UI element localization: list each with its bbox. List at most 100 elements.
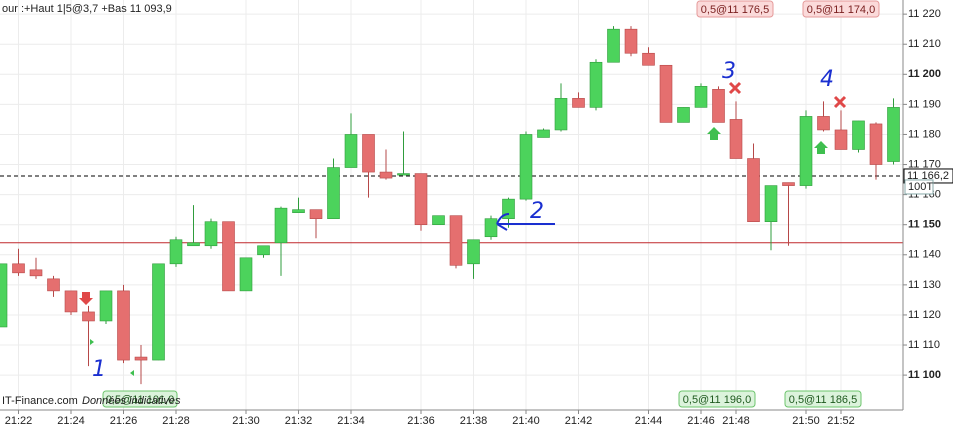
- x-tick-label: 21:46: [687, 415, 715, 427]
- candle-body: [239, 257, 253, 292]
- tag-box: [678, 390, 756, 408]
- x-tick-label: 21:30: [232, 415, 260, 427]
- y-tick-label: 11 150: [908, 219, 941, 231]
- candle-body: [782, 182, 795, 186]
- handwritten-note: 3: [722, 59, 736, 84]
- x-tick-label: 21:42: [565, 415, 593, 427]
- candle-body: [887, 107, 900, 162]
- candles: [0, 26, 900, 385]
- candle-body: [222, 221, 235, 292]
- order-tag: 0,5@11 176,5: [696, 0, 774, 18]
- x-tick-label: 21:28: [162, 415, 190, 427]
- x-tick-label: 21:32: [285, 415, 313, 427]
- tag-box: [802, 0, 880, 18]
- x-tick-label: 21:50: [792, 415, 820, 427]
- volume-label-box: [904, 179, 934, 195]
- header: our :+Haut 1|5@3,7 +Bas 11 093,9: [2, 3, 172, 15]
- candle-body: [99, 290, 113, 322]
- tag-box: [102, 390, 178, 408]
- volume-label: 100T: [908, 181, 933, 193]
- y-tick-label: 11 100: [908, 369, 941, 381]
- candle-body: [589, 61, 603, 108]
- tag-box: [784, 390, 862, 408]
- candle-body: [677, 107, 690, 123]
- grid: [0, 0, 903, 410]
- candle-body: [152, 263, 165, 361]
- tag-text: 0,5@11 174,0: [807, 4, 875, 16]
- x-tick-label: 21:34: [337, 415, 365, 427]
- candle-body: [747, 158, 760, 222]
- tag-text: 0,5@11 196,0: [683, 394, 751, 406]
- candle-body: [187, 242, 200, 247]
- candle-body: [484, 218, 498, 238]
- exit-cross: [833, 95, 847, 109]
- candle-body: [12, 263, 25, 274]
- candle-body: [467, 239, 480, 265]
- tag-box: [696, 0, 774, 18]
- order-tag: 0,5@11 186,5: [784, 390, 862, 408]
- order-tag: 0,5@11 174,0: [802, 0, 880, 18]
- candle-body: [712, 89, 725, 123]
- candle-body: [554, 98, 568, 131]
- candle-body: [362, 134, 375, 173]
- candle-body: [764, 185, 778, 222]
- candle-body: [432, 215, 445, 226]
- y-tick-label: 11 200: [908, 68, 941, 80]
- candle-body: [694, 86, 708, 108]
- candle-body: [852, 120, 865, 150]
- handwritten-note: 2: [530, 199, 544, 224]
- y-tick-label: 11 180: [908, 128, 941, 140]
- tag-text: 0,5@11 101,0: [106, 394, 174, 406]
- tag-text: 0,5@11 176,5: [701, 4, 769, 16]
- footer-note: Données indicatives: [82, 395, 181, 407]
- footer-source: IT-Finance.com: [2, 395, 78, 407]
- candle-body: [64, 290, 78, 313]
- candle-body: [29, 269, 43, 277]
- handwritten-note: 4: [820, 67, 834, 92]
- candle-body: [117, 290, 130, 361]
- candle-body: [729, 119, 743, 159]
- candle-body: [817, 116, 830, 131]
- candle-body: [204, 221, 218, 247]
- axis-labels: 11 100 11 110 11 120 11 130 11 140 11 150 11 1…: [5, 8, 953, 427]
- price-label: 11 166,2: [907, 170, 949, 182]
- candle-body: [519, 134, 533, 200]
- buy-arrow: [707, 127, 721, 140]
- candle-body: [327, 167, 340, 219]
- candle-body: [379, 171, 393, 179]
- candle-body: [257, 245, 270, 256]
- y-tick-label: 11 190: [908, 98, 941, 110]
- x-tick-label: 21:48: [722, 415, 750, 427]
- exit-cross: [728, 81, 742, 95]
- tag-text: 0,5@11 186,5: [789, 394, 857, 406]
- candle-body: [659, 64, 673, 123]
- y-tick-label: 11 170: [908, 158, 941, 170]
- sell-arrow: [79, 292, 93, 305]
- order-tag: 0,5@11 101,0: [102, 390, 178, 408]
- candle-body: [0, 263, 8, 328]
- handwritten-note: 1: [92, 357, 106, 382]
- x-tick-label: 21:26: [110, 415, 138, 427]
- candle-body: [292, 209, 305, 213]
- candle-body: [169, 239, 183, 265]
- candle-body: [82, 311, 95, 322]
- y-tick-label: 11 220: [908, 8, 941, 20]
- x-tick-label: 21:22: [5, 415, 33, 427]
- order-tag: 0,5@11 196,0: [678, 390, 756, 408]
- y-tick-label: 11 110: [908, 339, 940, 351]
- x-tick-label: 21:36: [407, 415, 435, 427]
- candle-body: [799, 116, 813, 186]
- y-tick-label: 11 210: [908, 38, 941, 50]
- candle-body: [134, 356, 148, 361]
- x-tick-label: 21:40: [512, 415, 540, 427]
- candle-body: [624, 28, 638, 54]
- handwritten-arrow: [496, 213, 555, 231]
- candle-body: [397, 173, 410, 176]
- x-tick-label: 21:52: [827, 415, 855, 427]
- y-tick-label: 11 130: [908, 279, 941, 291]
- x-tick-label: 21:44: [635, 415, 663, 427]
- candle-body: [869, 123, 883, 165]
- y-tick-label: 11 120: [908, 309, 941, 321]
- y-tick-label: 11 140: [908, 249, 941, 261]
